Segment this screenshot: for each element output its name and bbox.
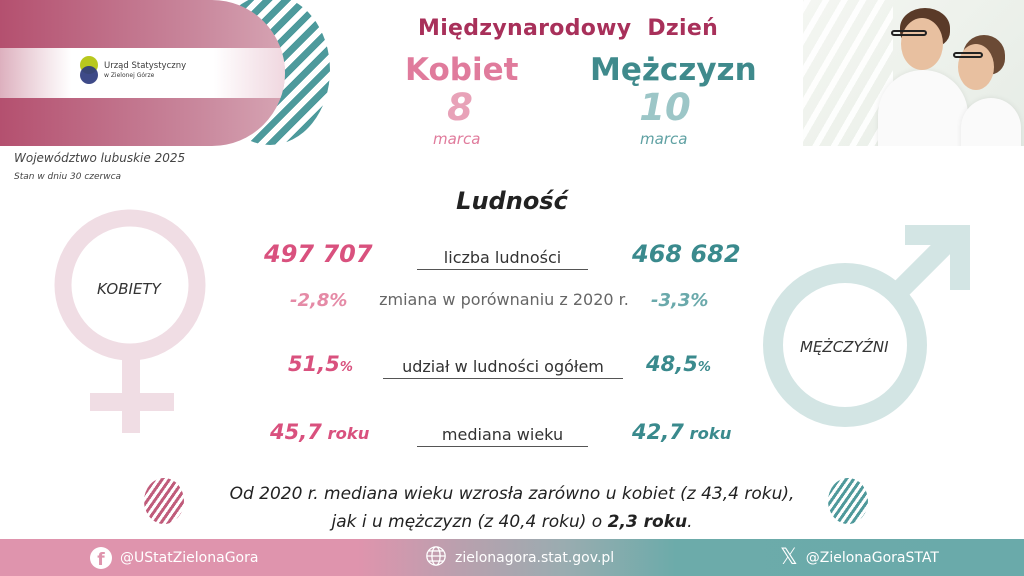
photo-couple <box>803 0 1024 146</box>
male-label: MĘŻCZYŹNI <box>800 338 889 356</box>
label-population: liczba ludności <box>417 248 588 270</box>
women-population: 497 707 <box>264 240 373 268</box>
summary-line1: Od 2020 r. mediana wieku wzrosła zarówno… <box>229 484 795 504</box>
logo-line1: Urząd Statystyczny <box>104 60 187 71</box>
women-day-number: 8 <box>447 86 473 129</box>
summary-line2: jak i u mężczyzn (z 40,4 roku) o 2,3 rok… <box>331 512 693 532</box>
label-median-age: mediana wieku <box>417 425 588 447</box>
men-share: 48,5% <box>646 352 711 376</box>
male-symbol-icon <box>760 225 980 439</box>
women-month: marca <box>433 130 481 148</box>
region-label: Województwo lubuskie 2025 <box>14 151 186 165</box>
website-url: zielonagora.stat.gov.pl <box>455 549 615 566</box>
men-day-number: 10 <box>639 86 691 129</box>
logo: Urząd Statystyczny w Zielonej Górze <box>80 56 186 84</box>
footer-bar: f @UStatZielonaGora zielonagora.stat.gov… <box>0 539 1024 576</box>
women-median-age: 45,7 roku <box>270 420 370 444</box>
logo-circles-icon <box>80 56 100 84</box>
x-handle: @ZielonaGoraSTAT <box>805 549 939 566</box>
men-change: -3,3% <box>651 290 709 311</box>
women-change: -2,8% <box>290 290 348 311</box>
title-international-day: Międzynarodowy Dzień <box>418 16 719 41</box>
female-label: KOBIETY <box>97 280 161 298</box>
men-median-age: 42,7 roku <box>632 420 732 444</box>
date-note: Stan w dniu 30 czerwca <box>14 172 122 182</box>
women-share: 51,5% <box>288 352 353 376</box>
decorative-hatched-circle-pink <box>144 478 184 524</box>
x-link[interactable]: 𝕏 @ZielonaGoraSTAT <box>780 539 939 576</box>
summary-text: Od 2020 r. mediana wieku wzrosła zarówno… <box>190 480 834 536</box>
globe-icon <box>425 545 447 571</box>
label-change: zmiana w porównaniu z 2020 r. <box>379 290 629 309</box>
decorative-hatched-circle-teal <box>828 478 868 524</box>
label-share: udział w ludności ogółem <box>383 357 623 379</box>
x-icon: 𝕏 <box>780 544 798 570</box>
men-population: 468 682 <box>632 240 741 268</box>
title-men: Mężczyzn <box>590 52 757 88</box>
header-banner <box>0 0 285 146</box>
facebook-icon: f <box>90 546 112 569</box>
female-symbol-icon <box>53 208 213 442</box>
men-month: marca <box>640 130 688 148</box>
banner-white-stripe <box>0 48 285 98</box>
title-women: Kobiet <box>405 52 519 88</box>
website-link[interactable]: zielonagora.stat.gov.pl <box>425 539 614 576</box>
logo-line2: w Zielonej Górze <box>104 71 155 79</box>
facebook-link[interactable]: f @UStatZielonaGora <box>90 539 258 576</box>
facebook-handle: @UStatZielonaGora <box>120 549 259 566</box>
section-title: Ludność <box>456 187 568 215</box>
